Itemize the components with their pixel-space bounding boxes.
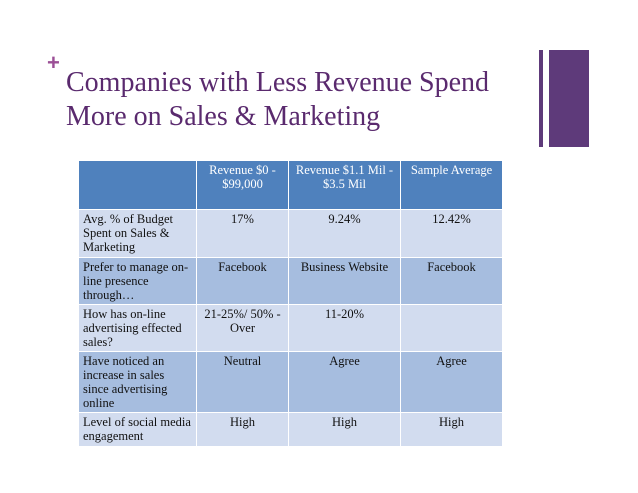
- bullet-plus-icon: +: [47, 50, 60, 75]
- table-cell: Agree: [400, 351, 503, 413]
- header-cell-revenue-small: Revenue $0 - $99,000: [196, 160, 289, 210]
- table-row: Prefer to manage on-line presence throug…: [78, 257, 503, 305]
- header-cell-empty: [78, 160, 197, 210]
- table-cell: High: [400, 412, 503, 447]
- table-cell: Business Website: [288, 257, 401, 305]
- table-row: Level of social media engagement High Hi…: [78, 412, 503, 447]
- row-label: Avg. % of Budget Spent on Sales & Market…: [78, 209, 197, 258]
- table-header-row: Revenue $0 - $99,000 Revenue $1.1 Mil - …: [78, 160, 503, 210]
- table-cell: Neutral: [196, 351, 289, 413]
- decorative-bar-thin: [539, 50, 543, 147]
- table-row: Have noticed an increase in sales since …: [78, 351, 503, 413]
- table-cell: Facebook: [400, 257, 503, 305]
- table-cell: High: [196, 412, 289, 447]
- row-label: How has on-line advertising effected sal…: [78, 304, 197, 352]
- table-cell: 12.42%: [400, 209, 503, 258]
- decorative-bar-thick: [549, 50, 589, 147]
- table-cell: 17%: [196, 209, 289, 258]
- table-row: Avg. % of Budget Spent on Sales & Market…: [78, 209, 503, 258]
- table-cell: 9.24%: [288, 209, 401, 258]
- table-cell: 21-25%/ 50% - Over: [196, 304, 289, 352]
- row-label: Have noticed an increase in sales since …: [78, 351, 197, 413]
- slide-title: Companies with Less Revenue Spend More o…: [66, 67, 490, 132]
- table-cell: High: [288, 412, 401, 447]
- table-row: How has on-line advertising effected sal…: [78, 304, 503, 352]
- revenue-comparison-table: Revenue $0 - $99,000 Revenue $1.1 Mil - …: [78, 160, 503, 447]
- table-cell: Agree: [288, 351, 401, 413]
- table-cell: Facebook: [196, 257, 289, 305]
- row-label: Level of social media engagement: [78, 412, 197, 447]
- row-label: Prefer to manage on-line presence throug…: [78, 257, 197, 305]
- header-cell-revenue-large: Revenue $1.1 Mil - $3.5 Mil: [288, 160, 401, 210]
- table-cell: [400, 304, 503, 352]
- header-cell-sample-average: Sample Average: [400, 160, 503, 210]
- table-cell: 11-20%: [288, 304, 401, 352]
